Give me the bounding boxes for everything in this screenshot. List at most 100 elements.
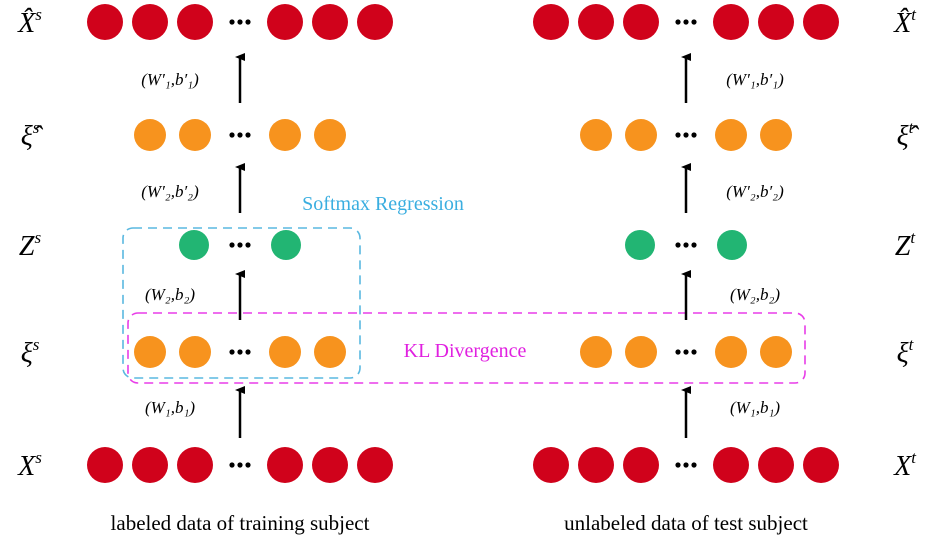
node bbox=[312, 4, 348, 40]
node bbox=[357, 4, 393, 40]
node bbox=[578, 4, 614, 40]
node bbox=[179, 230, 209, 260]
node bbox=[580, 336, 612, 368]
ellipsis-dot bbox=[675, 19, 681, 25]
node bbox=[177, 447, 213, 483]
node bbox=[803, 447, 839, 483]
node bbox=[314, 336, 346, 368]
node bbox=[715, 119, 747, 151]
weight-label: (W′₁,b′₁) bbox=[141, 70, 199, 89]
node bbox=[269, 336, 301, 368]
node bbox=[760, 119, 792, 151]
kl-label: KL Divergence bbox=[404, 340, 527, 362]
ellipsis-dot bbox=[245, 462, 251, 468]
superscript: t bbox=[909, 335, 915, 354]
symbol: ξ bbox=[21, 338, 33, 369]
ellipsis-dot bbox=[237, 19, 243, 25]
node bbox=[314, 119, 346, 151]
ellipsis-dot bbox=[691, 462, 697, 468]
symbol: X̂ bbox=[17, 8, 36, 39]
ellipsis-dot bbox=[229, 132, 235, 138]
ellipsis-dot bbox=[675, 349, 681, 355]
row-label: X̂t bbox=[893, 5, 917, 39]
ellipsis-dot bbox=[675, 242, 681, 248]
node bbox=[760, 336, 792, 368]
node bbox=[312, 447, 348, 483]
ellipsis-dot bbox=[683, 242, 689, 248]
node bbox=[533, 4, 569, 40]
ellipsis-dot bbox=[675, 462, 681, 468]
superscript: t bbox=[911, 448, 917, 467]
row-label: X̂s bbox=[17, 5, 42, 39]
caption: labeled data of training subject bbox=[111, 511, 370, 535]
weight-label: (W′₂,b′₂) bbox=[726, 182, 784, 201]
row-label: ξs bbox=[21, 335, 40, 369]
node bbox=[357, 447, 393, 483]
row-label: Xs bbox=[17, 448, 42, 482]
ellipsis-dot bbox=[683, 19, 689, 25]
node bbox=[625, 336, 657, 368]
row-label: ξ̂s bbox=[21, 118, 44, 152]
ellipsis-dot bbox=[237, 132, 243, 138]
ellipsis-dot bbox=[229, 242, 235, 248]
ellipsis-dot bbox=[245, 242, 251, 248]
node bbox=[267, 4, 303, 40]
ellipsis-dot bbox=[245, 19, 251, 25]
weight-label: (W₂,b₂) bbox=[730, 285, 780, 304]
superscript: s bbox=[34, 228, 41, 247]
row-label: Zs bbox=[19, 228, 42, 262]
softmax-label: Softmax Regression bbox=[302, 193, 464, 215]
node bbox=[758, 4, 794, 40]
symbol: ξ bbox=[897, 338, 909, 369]
weight-label: (W₁,b₁) bbox=[730, 398, 780, 417]
ellipsis-dot bbox=[245, 349, 251, 355]
node bbox=[179, 336, 211, 368]
weight-label: (W₁,b₁) bbox=[145, 398, 195, 417]
weight-label: (W₂,b₂) bbox=[145, 285, 195, 304]
node bbox=[87, 447, 123, 483]
ellipsis-dot bbox=[683, 349, 689, 355]
ellipsis-dot bbox=[683, 462, 689, 468]
ellipsis-dot bbox=[237, 349, 243, 355]
ellipsis-dot bbox=[691, 349, 697, 355]
node bbox=[803, 4, 839, 40]
superscript: s bbox=[33, 118, 40, 137]
node bbox=[134, 119, 166, 151]
node bbox=[269, 119, 301, 151]
ellipsis-dot bbox=[245, 132, 251, 138]
row-label: ξ̂t bbox=[897, 118, 920, 152]
superscript: t bbox=[910, 228, 916, 247]
node bbox=[625, 230, 655, 260]
superscript: t bbox=[911, 5, 917, 24]
superscript: s bbox=[33, 335, 40, 354]
node bbox=[267, 447, 303, 483]
softmax-box bbox=[122, 227, 361, 379]
symbol: X bbox=[17, 451, 36, 482]
row-label: Zt bbox=[895, 228, 917, 262]
ellipsis-dot bbox=[237, 462, 243, 468]
symbol: Z bbox=[895, 231, 911, 262]
ellipsis-dot bbox=[691, 19, 697, 25]
superscript: s bbox=[35, 5, 42, 24]
node bbox=[132, 447, 168, 483]
symbol: X bbox=[893, 451, 912, 482]
superscript: s bbox=[35, 448, 42, 467]
superscript: t bbox=[909, 118, 915, 137]
node bbox=[533, 447, 569, 483]
ellipsis-dot bbox=[691, 132, 697, 138]
ellipsis-dot bbox=[229, 462, 235, 468]
symbol: X̂ bbox=[893, 8, 912, 39]
symbol: Z bbox=[19, 231, 35, 262]
weight-label: (W′₁,b′₁) bbox=[726, 70, 784, 89]
node bbox=[87, 4, 123, 40]
ellipsis-dot bbox=[691, 242, 697, 248]
node bbox=[717, 230, 747, 260]
node bbox=[713, 4, 749, 40]
node bbox=[715, 336, 747, 368]
weight-label: (W′₂,b′₂) bbox=[141, 182, 199, 201]
row-label: Xt bbox=[893, 448, 917, 482]
ellipsis-dot bbox=[683, 132, 689, 138]
node bbox=[713, 447, 749, 483]
node bbox=[177, 4, 213, 40]
